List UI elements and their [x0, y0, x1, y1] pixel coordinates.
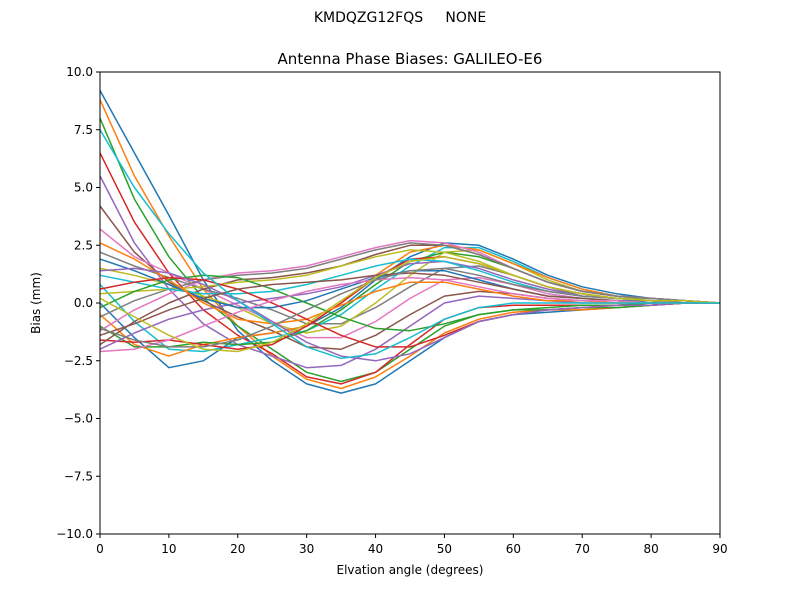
x-axis-label: Elvation angle (degrees): [337, 563, 484, 577]
chart-title: Antenna Phase Biases: GALILEO-E6: [278, 50, 543, 68]
y-tick-label: 5.0: [74, 181, 93, 195]
x-tick-label: 80: [643, 542, 658, 556]
x-tick-label: 30: [299, 542, 314, 556]
figure-suptitle: KMDQZG12FQS NONE: [313, 10, 487, 26]
y-tick-label: −7.5: [64, 469, 93, 483]
y-tick-label: −2.5: [64, 354, 93, 368]
y-axis-label: Bias (mm): [29, 272, 43, 334]
x-tick-label: 90: [712, 542, 727, 556]
x-tick-label: 20: [230, 542, 245, 556]
y-tick-label: 0.0: [74, 296, 93, 310]
series-line-25: [99, 267, 720, 362]
y-tick-label: 2.5: [74, 238, 93, 252]
series-line-27: [99, 276, 720, 353]
y-tick-label: −5.0: [64, 412, 93, 426]
x-tick-label: 10: [161, 542, 176, 556]
series-line-11: [99, 242, 721, 369]
x-tick-label: 0: [96, 542, 104, 556]
y-tick-label: 10.0: [66, 65, 93, 79]
series-line-5: [99, 175, 720, 369]
y-tick-label: −10.0: [56, 527, 93, 541]
y-axis: −10.0 −7.5 −5.0 −2.5 0.0 2.5 5.0 7.5 10.0: [56, 65, 100, 541]
series-layer: [99, 90, 721, 394]
x-tick-label: 70: [575, 542, 590, 556]
x-tick-label: 60: [506, 542, 521, 556]
series-line-30: [99, 129, 720, 360]
x-tick-label: 40: [368, 542, 383, 556]
series-line-29: [99, 256, 721, 353]
x-axis: 0 10 20 30 40 50 60 70 80 90: [96, 534, 728, 556]
x-tick-label: 50: [437, 542, 452, 556]
y-tick-label: 7.5: [74, 123, 93, 137]
